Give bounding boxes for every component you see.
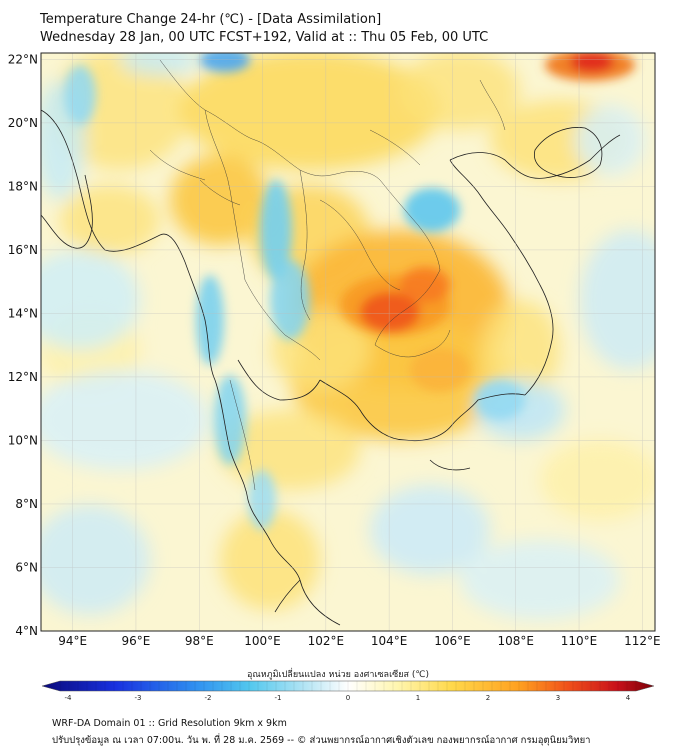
colorbar-tick-label: 2: [486, 694, 490, 702]
lon-label: 112°E: [624, 634, 661, 648]
colorbar: -4 -3 -2 -1 0 1 2 3 4: [41, 680, 655, 702]
lon-label: 102°E: [308, 634, 345, 648]
lon-label: 94°E: [58, 634, 87, 648]
lat-label: 10°N: [8, 433, 38, 447]
lat-label: 12°N: [8, 370, 38, 384]
lon-label: 104°E: [371, 634, 408, 648]
latitude-labels: 22°N 20°N 18°N 16°N 14°N 12°N 10°N 8°N 6°N 4°N: [8, 52, 38, 638]
colorbar-tick-label: -4: [65, 694, 73, 702]
lat-label: 8°N: [15, 497, 38, 511]
longitude-labels: 94°E 96°E 98°E 100°E 102°E 104°E 106°E 108°E 110…: [58, 634, 660, 648]
lon-label: 110°E: [561, 634, 598, 648]
colorbar-tick-label: -2: [205, 694, 212, 702]
lat-label: 18°N: [8, 179, 38, 193]
colorbar-title: อุณหภูมิเปลี่ยนแปลง หน่วย องศาเซลเซียส (…: [246, 670, 430, 680]
lon-label: 98°E: [185, 634, 214, 648]
lat-label: 14°N: [8, 306, 38, 320]
lon-label: 106°E: [434, 634, 471, 648]
colorbar-tick-label: 0: [346, 694, 350, 702]
colorbar-tick-label: -3: [135, 694, 142, 702]
map-title: Temperature Change 24-hr (℃) - [Data Ass…: [40, 12, 382, 27]
colorbar-scale: [41, 680, 655, 692]
borders: [149, 59, 506, 491]
temperature-field: [41, 53, 655, 631]
colorbar-tick-label: 1: [416, 694, 420, 702]
lat-label: 4°N: [15, 624, 38, 638]
lat-label: 22°N: [8, 52, 38, 66]
colorbar-tick-label: 3: [556, 694, 560, 702]
colorbar-tick-label: 4: [626, 694, 631, 702]
lat-label: 16°N: [8, 243, 38, 257]
colorbar-tick-label: -1: [275, 694, 282, 702]
lon-label: 108°E: [497, 634, 534, 648]
lat-label: 20°N: [8, 116, 38, 130]
map-subtitle: Wednesday 28 Jan, 00 UTC FCST+192, Valid…: [40, 30, 489, 45]
lon-label: 100°E: [244, 634, 281, 648]
footer-line-2: ปรับปรุงข้อมูล ณ เวลา 07:00น. วัน พ. ที่…: [52, 735, 591, 746]
coastlines: [41, 109, 621, 626]
colorbar-ticks: -4 -3 -2 -1 0 1 2 3 4: [59, 681, 637, 702]
lon-label: 96°E: [122, 634, 151, 648]
gridlines: [41, 53, 655, 631]
lat-label: 6°N: [15, 560, 38, 574]
map-frame: [40, 52, 656, 632]
footer-line-1: WRF-DA Domain 01 :: Grid Resolution 9km …: [52, 718, 287, 729]
